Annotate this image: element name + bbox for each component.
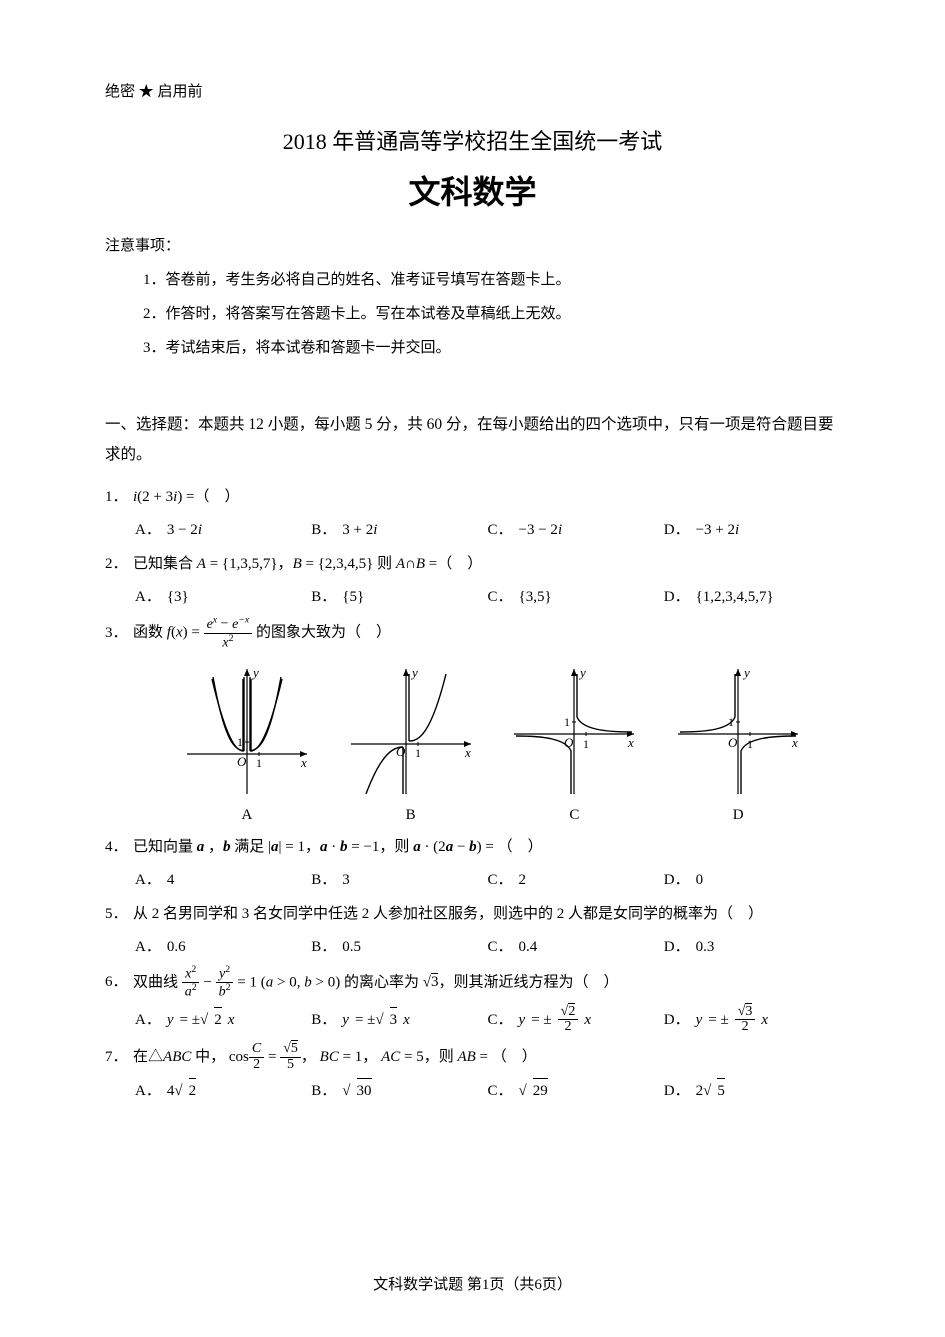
subject-title: 文科数学 (105, 167, 840, 218)
q4-options: A．4 B．3 C．2 D．0 (105, 868, 840, 892)
q3-num: 3． (105, 617, 133, 650)
q5-optB: B．0.5 (311, 935, 487, 959)
q2-optC: C．{3,5} (488, 585, 664, 609)
svg-text:x: x (464, 745, 471, 760)
svg-text:1: 1 (237, 735, 243, 749)
q1-num: 1． (105, 481, 133, 514)
q4-optC: C．2 (488, 868, 664, 892)
graph-C: O 1 1 x y C (504, 659, 644, 827)
q4-optD: D．0 (664, 868, 840, 892)
section-1-header: 一、选择题：本题共 12 小题，每小题 5 分，共 60 分，在每小题给出的四个… (105, 410, 840, 469)
q7-options: A．4√2 B．√30 C．√29 D．2√5 (105, 1078, 840, 1103)
q1-optA: A．3 − 2i (135, 518, 311, 542)
q7-optC: C．√29 (488, 1078, 664, 1103)
graph-B-label: B (406, 803, 416, 827)
q6-optA: A．y = ±√2x (135, 1005, 311, 1035)
svg-text:1: 1 (415, 746, 421, 760)
q3-graphs: O 1 1 x y A O 1 x y (105, 655, 840, 829)
question-6: 6． 双曲线 x2a2 − y2b2 = 1 (a > 0, b > 0) 的离… (105, 965, 840, 1001)
svg-text:y: y (410, 665, 418, 680)
q4-num: 4． (105, 831, 133, 864)
q1-options: A．3 − 2i B．3 + 2i C．−3 − 2i D．−3 + 2i (105, 518, 840, 542)
graph-D-svg: O 1 1 x y (668, 659, 808, 799)
q3-stem: 函数 f(x) = ex − e−xx2 的图象大致为（ ） (133, 615, 391, 651)
question-1: 1． i(2 + 3i) = （ ） (105, 481, 840, 514)
notice-3: 3．考试结束后，将本试卷和答题卡一并交回。 (105, 336, 840, 360)
q2-optB: B．{5} (311, 585, 487, 609)
q5-num: 5． (105, 898, 133, 931)
q7-stem: 在△ABC 中， cosC2 = √55， BC = 1， AC = 5，则 A… (133, 1041, 537, 1074)
exam-title: 2018 年普通高等学校招生全国统一考试 (105, 124, 840, 159)
svg-text:y: y (251, 665, 259, 680)
q4-optA: A．4 (135, 868, 311, 892)
q5-optC: C．0.4 (488, 935, 664, 959)
graph-B: O 1 x y B (341, 659, 481, 827)
q6-num: 6． (105, 966, 133, 999)
page-footer: 文科数学试题 第1页（共6页） (0, 1273, 945, 1297)
svg-text:O: O (728, 735, 738, 750)
secret-label: 绝密 ★ 启用前 (105, 80, 840, 104)
q5-options: A．0.6 B．0.5 C．0.4 D．0.3 (105, 935, 840, 959)
q1-optB: B．3 + 2i (311, 518, 487, 542)
q2-optD: D．{1,2,3,4,5,7} (664, 585, 840, 609)
svg-text:1: 1 (583, 737, 589, 751)
svg-text:y: y (578, 665, 586, 680)
q2-options: A．{3} B．{5} C．{3,5} D．{1,2,3,4,5,7} (105, 585, 840, 609)
svg-text:x: x (791, 735, 798, 750)
graph-B-svg: O 1 x y (341, 659, 481, 799)
notice-2: 2．作答时，将答案写在答题卡上。写在本试卷及草稿纸上无效。 (105, 302, 840, 326)
question-3: 3． 函数 f(x) = ex − e−xx2 的图象大致为（ ） (105, 615, 840, 651)
question-4: 4． 已知向量 a ，b 满足 |a| = 1，a · b = −1，则 a ·… (105, 831, 840, 864)
q1-stem: i(2 + 3i) = (133, 481, 195, 514)
q7-num: 7． (105, 1041, 133, 1074)
question-2: 2． 已知集合 A = {1,3,5,7}，B = {2,3,4,5} 则 A∩… (105, 548, 840, 581)
q7-optB: B．√30 (311, 1078, 487, 1103)
graph-C-svg: O 1 1 x y (504, 659, 644, 799)
q5-optD: D．0.3 (664, 935, 840, 959)
q7-optD: D．2√5 (664, 1078, 840, 1103)
q6-optB: B．y = ±√3x (311, 1005, 487, 1035)
graph-D: O 1 1 x y D (668, 659, 808, 827)
q2-optA: A．{3} (135, 585, 311, 609)
q2-stem: 已知集合 A = {1,3,5,7}，B = {2,3,4,5} 则 A∩B =… (133, 548, 482, 581)
svg-text:1: 1 (564, 715, 570, 729)
q5-stem: 从 2 名男同学和 3 名女同学中任选 2 人参加社区服务，则选中的 2 人都是… (133, 898, 763, 931)
graph-D-label: D (733, 803, 744, 827)
question-5: 5． 从 2 名男同学和 3 名女同学中任选 2 人参加社区服务，则选中的 2 … (105, 898, 840, 931)
q6-stem: 双曲线 x2a2 − y2b2 = 1 (a > 0, b > 0) 的离心率为… (133, 965, 618, 1001)
graph-A: O 1 1 x y A (177, 659, 317, 827)
svg-text:y: y (742, 665, 750, 680)
q5-optA: A．0.6 (135, 935, 311, 959)
notice-1: 1．答卷前，考生务必将自己的姓名、准考证号填写在答题卡上。 (105, 268, 840, 292)
q7-optA: A．4√2 (135, 1078, 311, 1103)
q1-optD: D．−3 + 2i (664, 518, 840, 542)
svg-text:x: x (627, 735, 634, 750)
q6-optC: C．y = ±√22x (488, 1005, 664, 1035)
notice-header: 注意事项： (105, 234, 840, 258)
graph-A-svg: O 1 1 x y (177, 659, 317, 799)
q6-options: A．y = ±√2x B．y = ±√3x C．y = ±√22x D．y = … (105, 1005, 840, 1035)
svg-text:x: x (300, 755, 307, 770)
q1-optC: C．−3 − 2i (488, 518, 664, 542)
graph-C-label: C (569, 803, 579, 827)
svg-text:O: O (396, 744, 406, 759)
q4-optB: B．3 (311, 868, 487, 892)
q1-paren: （ ） (195, 481, 240, 514)
q4-stem: 已知向量 a ，b 满足 |a| = 1，a · b = −1，则 a · (2… (133, 831, 543, 864)
graph-A-label: A (241, 803, 252, 827)
question-7: 7． 在△ABC 中， cosC2 = √55， BC = 1， AC = 5，… (105, 1041, 840, 1074)
q2-num: 2． (105, 548, 133, 581)
svg-text:O: O (237, 754, 247, 769)
q6-optD: D．y = ±√32x (664, 1005, 840, 1035)
svg-text:1: 1 (256, 756, 262, 770)
